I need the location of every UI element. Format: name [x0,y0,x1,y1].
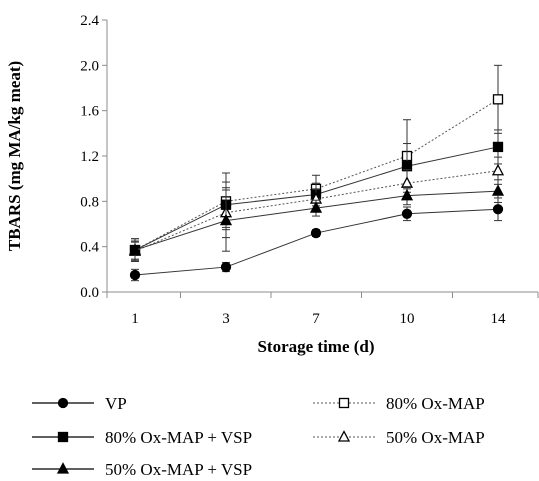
legend-marker [57,431,69,443]
legend-item: 50% Ox-MAP [313,428,485,447]
y-tick-label: 2.0 [80,58,99,74]
series-line [134,208,499,276]
data-point [219,213,233,226]
x-tick-label: 3 [222,311,230,327]
x-tick-label: 7 [312,311,320,327]
legend-marker [338,397,350,409]
x-ticks: 1 3 7 10 14 [106,292,539,327]
axes [106,20,538,293]
y-tick-label: 0.8 [80,194,99,210]
legend-item: 80% Ox-MAP + VSP [32,428,252,447]
data-point [401,208,413,219]
y-tick-label: 1.2 [80,149,99,165]
data-point [129,269,141,281]
legend-marker [337,430,351,442]
data-point [310,227,322,239]
data-point [220,261,232,273]
series-4 [128,179,505,260]
x-tick-label: 14 [491,311,507,327]
data-point [492,204,504,215]
series-line [134,98,499,251]
data-point [128,243,142,255]
data-point [309,201,323,213]
legend-item: VP [32,394,127,413]
data-point [492,141,504,153]
x-tick-label: 10 [400,311,415,327]
legend-marker [57,397,69,409]
y-tick-label: 2.4 [80,13,99,29]
y-tick-label: 0.0 [80,285,99,301]
y-ticks: 0.0 0.4 0.8 1.2 1.6 2.0 2.4 [80,13,107,301]
legend-marker [56,462,70,474]
legend-label: 80% Ox-MAP [386,394,485,413]
legend-item: 80% Ox-MAP [313,394,485,413]
legend-label: 50% Ox-MAP [386,428,485,447]
data-point [400,188,414,201]
series-layer [128,64,505,282]
y-axis-title: TBARS (mg MA/kg meat) [5,61,24,251]
x-axis-title: Storage time (d) [257,337,374,356]
legend: VP 80% Ox-MAP 80% Ox-MAP + VSP 50% Ox-MAP 50… [32,394,485,479]
legend-label: 50% Ox-MAP + VSP [105,460,252,479]
legend-item: 50% Ox-MAP + VSP [32,460,252,479]
legend-label: VP [105,394,127,413]
legend-label: 80% Ox-MAP + VSP [105,428,252,447]
x-tick-label: 1 [131,311,139,327]
y-tick-label: 1.6 [80,104,99,120]
data-point [491,163,505,176]
data-point [491,184,505,196]
y-tick-label: 0.4 [80,240,99,256]
data-point [492,94,504,105]
